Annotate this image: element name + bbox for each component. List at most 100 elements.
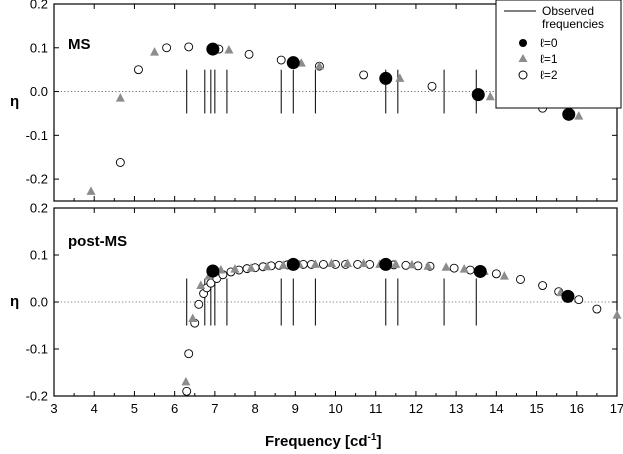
ms-l0-point <box>562 107 576 121</box>
ms-l2-point <box>184 42 194 52</box>
ms-l1-point <box>224 44 234 54</box>
ms-l2-point <box>427 81 437 91</box>
ms-l0-point <box>379 71 393 85</box>
postms-l1-point <box>612 310 622 319</box>
ms-l1-point <box>485 91 495 101</box>
ms-y-axis-label: η <box>10 93 19 110</box>
x-tick-label: 11 <box>369 401 383 416</box>
x-tick-label: 17 <box>610 401 623 416</box>
ms-l2-point <box>276 55 286 65</box>
ms-y-tick-label: 0.1 <box>30 40 48 55</box>
postms-y-tick-label: -0.1 <box>26 342 48 357</box>
postms-l1-point <box>423 261 433 270</box>
legend: Observed frequencies ℓ=0 ℓ=1 ℓ=2 <box>495 0 622 109</box>
postms-l1-point <box>326 258 336 267</box>
ms-l1-point <box>115 93 125 102</box>
postms-l1-point <box>359 258 369 267</box>
x-tick-label: 3 <box>50 401 57 416</box>
x-tick-label: 16 <box>570 401 584 416</box>
postms-l1-point <box>459 264 469 273</box>
postms-l2-point <box>184 349 194 359</box>
legend-l1-marker <box>518 54 528 62</box>
ms-l2-point <box>162 43 172 53</box>
postms-l2-point <box>491 269 501 279</box>
x-tick-label: 10 <box>328 401 342 416</box>
postms-l0-point <box>286 257 300 271</box>
postms-l1-point <box>262 261 272 271</box>
postms-l1-point <box>441 262 451 271</box>
postms-y-tick-label: -0.2 <box>26 389 48 404</box>
postms-l2-point <box>592 304 602 314</box>
postms-l1-point <box>278 260 288 269</box>
ms-l2-point <box>244 49 254 59</box>
ms-l0-point <box>471 88 485 102</box>
x-tick-label: 7 <box>211 401 218 416</box>
legend-observed-label-2: frequencies <box>542 17 604 31</box>
ms-y-tick-label: -0.2 <box>26 172 48 187</box>
ms-l1-point <box>395 73 405 82</box>
postms-l0-point <box>473 264 487 278</box>
postms-panel-label: post-MS <box>68 233 127 250</box>
x-axis-label: Frequency [cd-1] <box>265 432 381 450</box>
ms-panel: -0.2 -0.1 0.0 0.1 0.2 <box>26 0 618 201</box>
x-tick-label: 5 <box>131 401 138 416</box>
ms-l2-point <box>359 70 369 80</box>
postms-l1-point <box>391 259 401 268</box>
postms-l1-point <box>246 263 256 272</box>
postms-l1-point <box>181 376 191 386</box>
post-ms-panel: 3 4 5 6 7 8 9 10 11 12 13 14 15 16 17 -0.2 -0.1 0.0 0.1 0.2 <box>26 201 623 417</box>
postms-l2-point <box>449 263 459 273</box>
postms-l2-point <box>574 295 584 305</box>
postms-l2-point <box>182 386 192 396</box>
postms-l2-point <box>365 259 375 269</box>
postms-l1-point <box>407 259 417 269</box>
postms-l2-point <box>318 259 328 269</box>
postms-l2-point <box>413 261 423 271</box>
ms-l1-point <box>150 47 160 56</box>
postms-l2-point <box>538 281 548 290</box>
postms-l2-point <box>194 299 204 309</box>
legend-l2-label: ℓ=2 <box>540 68 558 82</box>
ms-l0-point <box>286 56 300 70</box>
x-tick-label: 15 <box>529 401 543 416</box>
ms-panel-label: MS <box>68 36 91 53</box>
legend-box <box>495 0 622 109</box>
postms-l2-point <box>516 274 525 284</box>
postms-l1-point <box>310 259 320 268</box>
x-tick-label: 6 <box>171 401 178 416</box>
ms-y-tick-label: -0.1 <box>26 128 48 143</box>
x-tick-label: 13 <box>449 401 463 416</box>
postms-l2-point <box>465 265 475 275</box>
ms-l2-point <box>115 158 125 167</box>
legend-l0-label: ℓ=0 <box>540 36 558 50</box>
ms-y-tick-label: 0.2 <box>30 0 48 12</box>
x-tick-label: 4 <box>91 401 98 416</box>
legend-observed-label: Observed <box>542 4 594 18</box>
postms-l1-point <box>343 258 353 267</box>
postms-l1-point <box>196 280 206 290</box>
postms-y-axis-label: η <box>10 293 19 310</box>
legend-l2-marker <box>518 70 528 80</box>
legend-l0-marker <box>519 39 527 47</box>
postms-y-tick-label: 0.2 <box>30 201 48 216</box>
postms-y-tick-label: 0.1 <box>30 248 48 263</box>
ms-l2-point <box>133 65 143 75</box>
postms-l1-point <box>188 313 198 322</box>
ms-l1-point <box>314 61 324 70</box>
postms-l0-point <box>379 257 393 271</box>
x-tick-label: 14 <box>489 401 503 416</box>
x-tick-label: 12 <box>409 401 423 416</box>
postms-l0-point <box>561 289 575 303</box>
x-tick-label: 9 <box>292 401 299 416</box>
ms-y-tick-label: 0.0 <box>30 84 48 99</box>
ms-l1-point <box>86 186 96 195</box>
postms-l0-point <box>206 264 220 278</box>
legend-l1-label: ℓ=1 <box>540 52 558 66</box>
postms-l1-point <box>230 264 240 273</box>
ms-l1-point <box>574 111 584 120</box>
postms-l1-point <box>499 271 509 280</box>
postms-l2-point <box>353 259 363 269</box>
x-tick-label: 8 <box>251 401 258 416</box>
postms-y-tick-label: 0.0 <box>30 295 48 310</box>
